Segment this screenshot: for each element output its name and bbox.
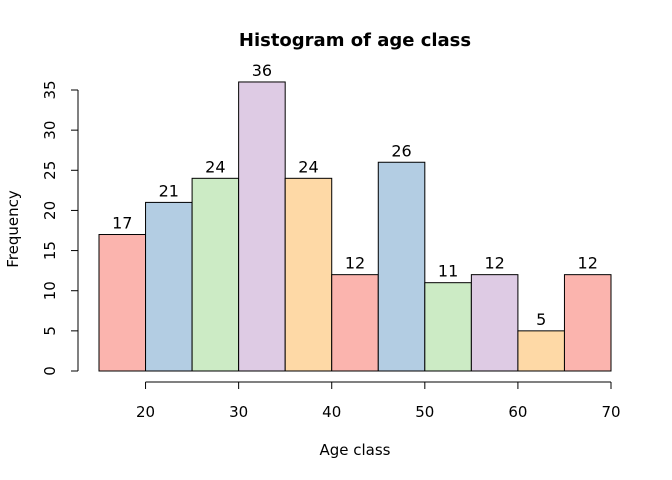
bar-value-label-11: 12 bbox=[578, 254, 598, 273]
bar-value-label-8: 11 bbox=[438, 262, 458, 281]
y-tick-label-35: 35 bbox=[41, 80, 59, 99]
y-axis: 0 5 10 15 20 25 30 35 bbox=[41, 80, 79, 376]
bar-value-label-9: 12 bbox=[484, 254, 504, 273]
bar-5 bbox=[284, 177, 333, 372]
bar-value-label-2: 21 bbox=[159, 181, 179, 200]
y-tick-label-25: 25 bbox=[41, 161, 59, 180]
bar-11 bbox=[563, 274, 612, 372]
x-tick-label-40: 40 bbox=[322, 403, 341, 421]
x-tick-label-50: 50 bbox=[415, 403, 434, 421]
x-axis: 20 30 40 50 60 70 bbox=[136, 381, 621, 421]
x-tick-label-60: 60 bbox=[508, 403, 527, 421]
bar-7 bbox=[377, 161, 426, 372]
bar-2 bbox=[145, 201, 193, 372]
y-tick-label-30: 30 bbox=[41, 121, 59, 140]
bar-4 bbox=[238, 81, 286, 372]
bar-value-label-7: 26 bbox=[391, 141, 411, 160]
chart-title: Histogram of age class bbox=[239, 30, 471, 51]
bar-8 bbox=[424, 282, 472, 372]
x-axis-label: Age class bbox=[319, 441, 390, 459]
bar-6 bbox=[331, 274, 379, 372]
y-tick-label-10: 10 bbox=[41, 281, 59, 300]
y-tick-label-15: 15 bbox=[41, 241, 59, 260]
bars-group bbox=[98, 81, 612, 372]
x-tick-label-30: 30 bbox=[229, 403, 248, 421]
bar-value-label-3: 24 bbox=[205, 157, 225, 176]
bar-value-label-6: 12 bbox=[345, 254, 365, 273]
bar-value-label-10: 5 bbox=[536, 310, 546, 329]
x-tick-label-20: 20 bbox=[136, 403, 155, 421]
bar-value-label-1: 17 bbox=[112, 214, 132, 233]
bar-value-label-5: 24 bbox=[298, 157, 318, 176]
bar-9 bbox=[470, 274, 519, 372]
x-tick-label-70: 70 bbox=[601, 403, 620, 421]
y-tick-label-0: 0 bbox=[41, 366, 59, 376]
bar-3 bbox=[191, 177, 240, 372]
y-axis-label: Frequency bbox=[4, 190, 22, 268]
bar-1 bbox=[98, 234, 147, 372]
data-labels-group: 17 21 24 36 24 12 26 11 12 5 12 bbox=[112, 61, 598, 329]
y-tick-label-20: 20 bbox=[41, 201, 59, 220]
bar-value-label-4: 36 bbox=[252, 61, 272, 80]
bar-10 bbox=[517, 330, 565, 372]
y-tick-label-5: 5 bbox=[41, 326, 59, 336]
